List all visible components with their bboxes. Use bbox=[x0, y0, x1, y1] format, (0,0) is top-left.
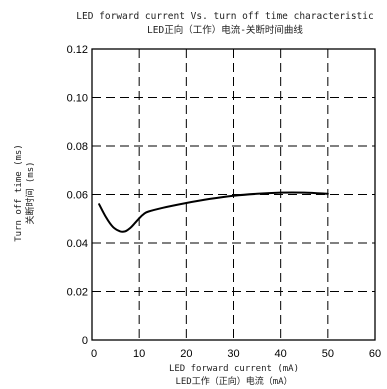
grid bbox=[92, 49, 375, 340]
chart-title: LED forward current Vs. turn off time ch… bbox=[76, 11, 373, 22]
x-axis-title-cn: LED工作（正向）电流（mA） bbox=[175, 375, 292, 387]
y-tick-label: 0.10 bbox=[67, 93, 88, 105]
y-tick-label: 0 bbox=[82, 335, 88, 347]
y-tick-label: 0.08 bbox=[67, 141, 88, 153]
x-tick-label: 30 bbox=[227, 348, 239, 360]
y-tick-label: 0.12 bbox=[67, 44, 88, 56]
x-axis-title: LED forward current (mA) bbox=[169, 364, 299, 374]
y-tick-label: 0.06 bbox=[67, 190, 88, 202]
series-line bbox=[98, 191, 329, 233]
y-axis-title: Turn off time (ms) bbox=[14, 144, 24, 242]
y-tick-label: 0.04 bbox=[67, 238, 88, 250]
x-tick-label: 60 bbox=[369, 348, 381, 360]
y-axis-ticks: 0 0.02 0.04 0.06 0.08 0.10 0.12 bbox=[67, 44, 88, 347]
y-tick-label: 0.02 bbox=[67, 287, 88, 299]
x-tick-label: 0 bbox=[91, 348, 97, 360]
x-tick-label: 20 bbox=[180, 348, 192, 360]
x-tick-label: 50 bbox=[322, 348, 334, 360]
x-tick-label: 10 bbox=[133, 348, 145, 360]
chart-subtitle: LED正向（工作）电流-关断时间曲线 bbox=[147, 24, 303, 36]
x-axis-ticks: 0 10 20 30 40 50 60 bbox=[91, 348, 381, 360]
x-tick-label: 40 bbox=[275, 348, 287, 360]
plot-frame bbox=[91, 48, 376, 341]
y-axis-title-cn: 关断时间 (ms) bbox=[24, 161, 36, 224]
